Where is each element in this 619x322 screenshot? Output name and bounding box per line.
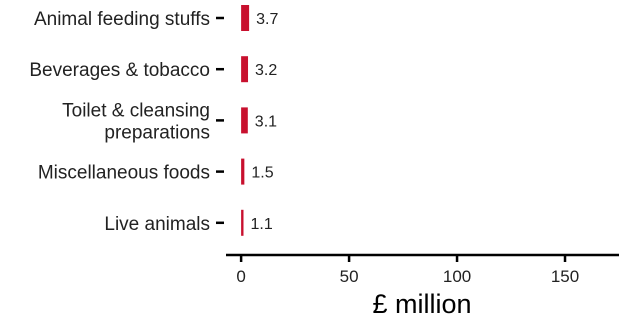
category-label-0: Animal feeding stuffs: [34, 9, 210, 30]
x-axis-title: £ million: [372, 289, 471, 319]
data-label-0: 3.7: [256, 11, 278, 28]
data-label-4: 1.1: [250, 216, 272, 233]
data-label-1: 3.2: [255, 62, 277, 79]
data-labels: 3.7 3.2 3.1 1.5 1.1: [250, 11, 278, 233]
bar-2: [241, 107, 248, 134]
bar-1: [241, 56, 249, 83]
data-label-3: 1.5: [251, 165, 273, 182]
bars: [241, 5, 250, 236]
x-tick-label-2: 100: [443, 267, 471, 286]
category-label-2-line-1: preparations: [104, 122, 210, 143]
bar-4: [241, 209, 244, 236]
x-tick-label-0: 0: [236, 267, 245, 286]
category-label-3: Miscellaneous foods: [38, 163, 210, 184]
bar-3: [241, 158, 245, 185]
x-axis: 0 50 100 150: [226, 253, 619, 286]
bar-0: [241, 5, 250, 31]
category-label-2-line-0: Toilet & cleansing: [62, 100, 210, 121]
x-tick-label-3: 150: [551, 267, 579, 286]
data-label-2: 3.1: [255, 113, 277, 130]
x-tick-label-1: 50: [340, 267, 359, 286]
category-axis: Animal feeding stuffs Beverages & tobacco…: [29, 9, 224, 235]
category-label-1: Beverages & tobacco: [29, 60, 210, 81]
category-label-4: Live animals: [104, 214, 210, 235]
